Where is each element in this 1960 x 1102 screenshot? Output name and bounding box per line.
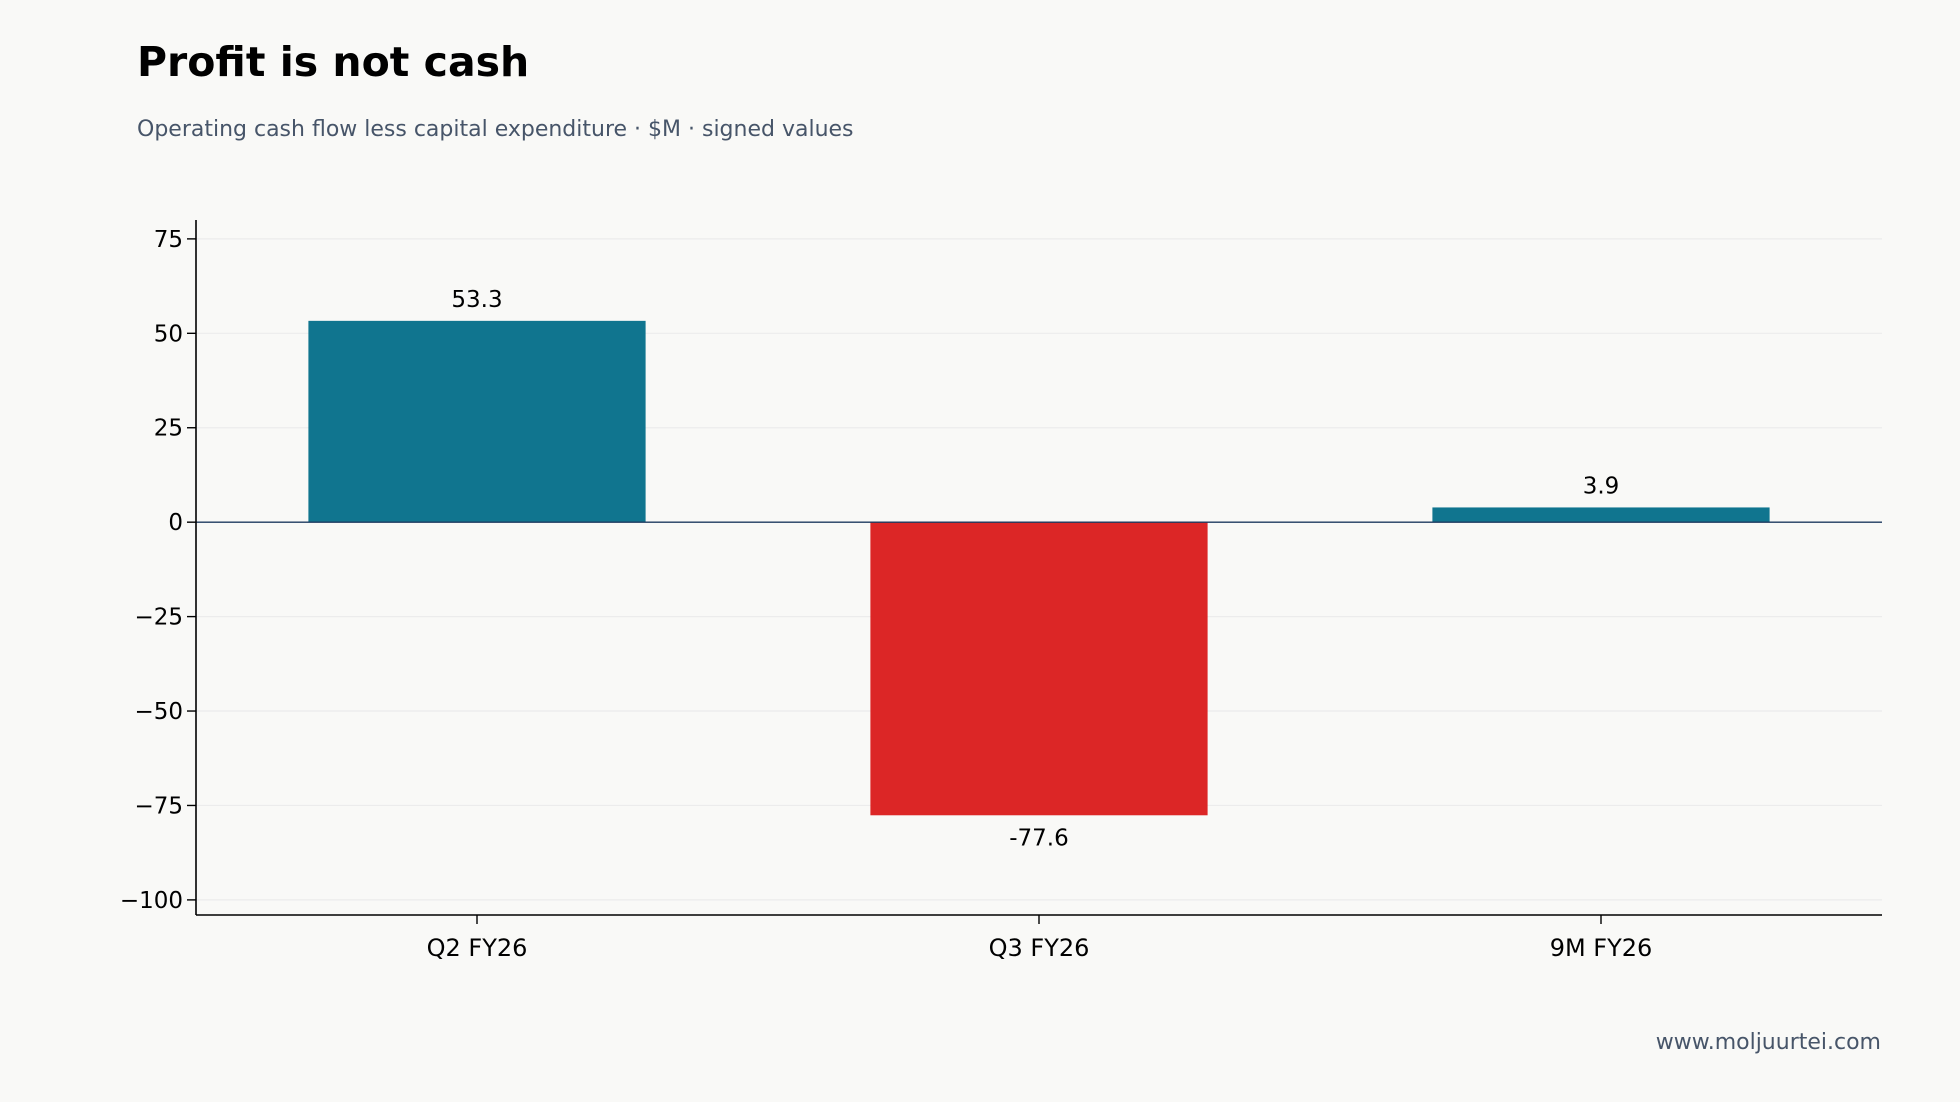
x-tick-label: Q2 FY26	[427, 934, 528, 962]
x-tick-labels: Q2 FY26 Q3 FY26 9M FY26	[427, 934, 1653, 962]
bars	[308, 320, 1770, 816]
y-tick-label: 50	[154, 321, 183, 347]
y-tick-labels: 75 50 25 0 −25 −50 −75 −100	[120, 227, 183, 914]
chart-subtitle: Operating cash flow less capital expendi…	[137, 117, 854, 142]
x-tick-label: 9M FY26	[1550, 934, 1653, 962]
bar	[870, 522, 1208, 816]
y-tick-label: 0	[168, 510, 183, 536]
chart-title: Profit is not cash	[137, 38, 530, 86]
data-label: -77.6	[1009, 825, 1069, 851]
y-tick-label: −100	[120, 888, 183, 914]
y-tick-label: −75	[134, 793, 183, 819]
y-tick-label: 75	[154, 227, 183, 253]
source-url: www.moljuurtei.com	[1655, 1030, 1881, 1055]
axes	[187, 220, 1882, 924]
y-tick-label: −25	[134, 605, 183, 631]
x-tick-label: Q3 FY26	[989, 934, 1090, 962]
data-label: 53.3	[451, 287, 502, 313]
data-labels: 53.3 -77.6 3.9	[451, 287, 1619, 851]
bar	[1432, 507, 1770, 523]
y-tick-label: 25	[154, 416, 183, 442]
data-label: 3.9	[1583, 473, 1620, 499]
y-tick-label: −50	[134, 699, 183, 725]
bar	[308, 320, 646, 523]
